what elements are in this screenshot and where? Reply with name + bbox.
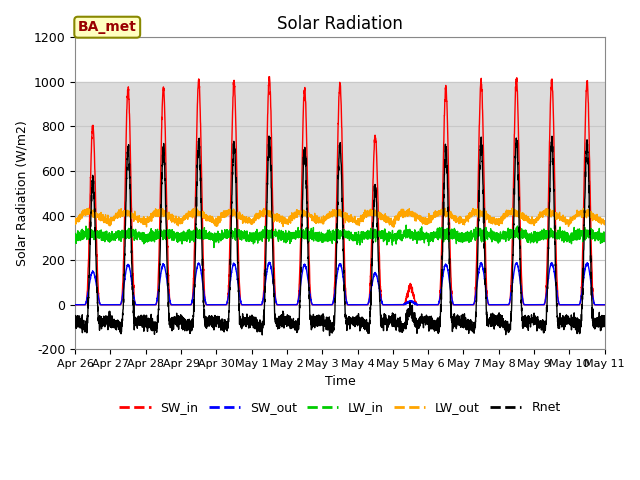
Y-axis label: Solar Radiation (W/m2): Solar Radiation (W/m2) [15, 120, 28, 266]
Legend: SW_in, SW_out, LW_in, LW_out, Rnet: SW_in, SW_out, LW_in, LW_out, Rnet [115, 396, 566, 419]
Title: Solar Radiation: Solar Radiation [277, 15, 403, 33]
X-axis label: Time: Time [324, 374, 355, 387]
Bar [75, 82, 605, 216]
Text: BA_met: BA_met [78, 20, 137, 34]
